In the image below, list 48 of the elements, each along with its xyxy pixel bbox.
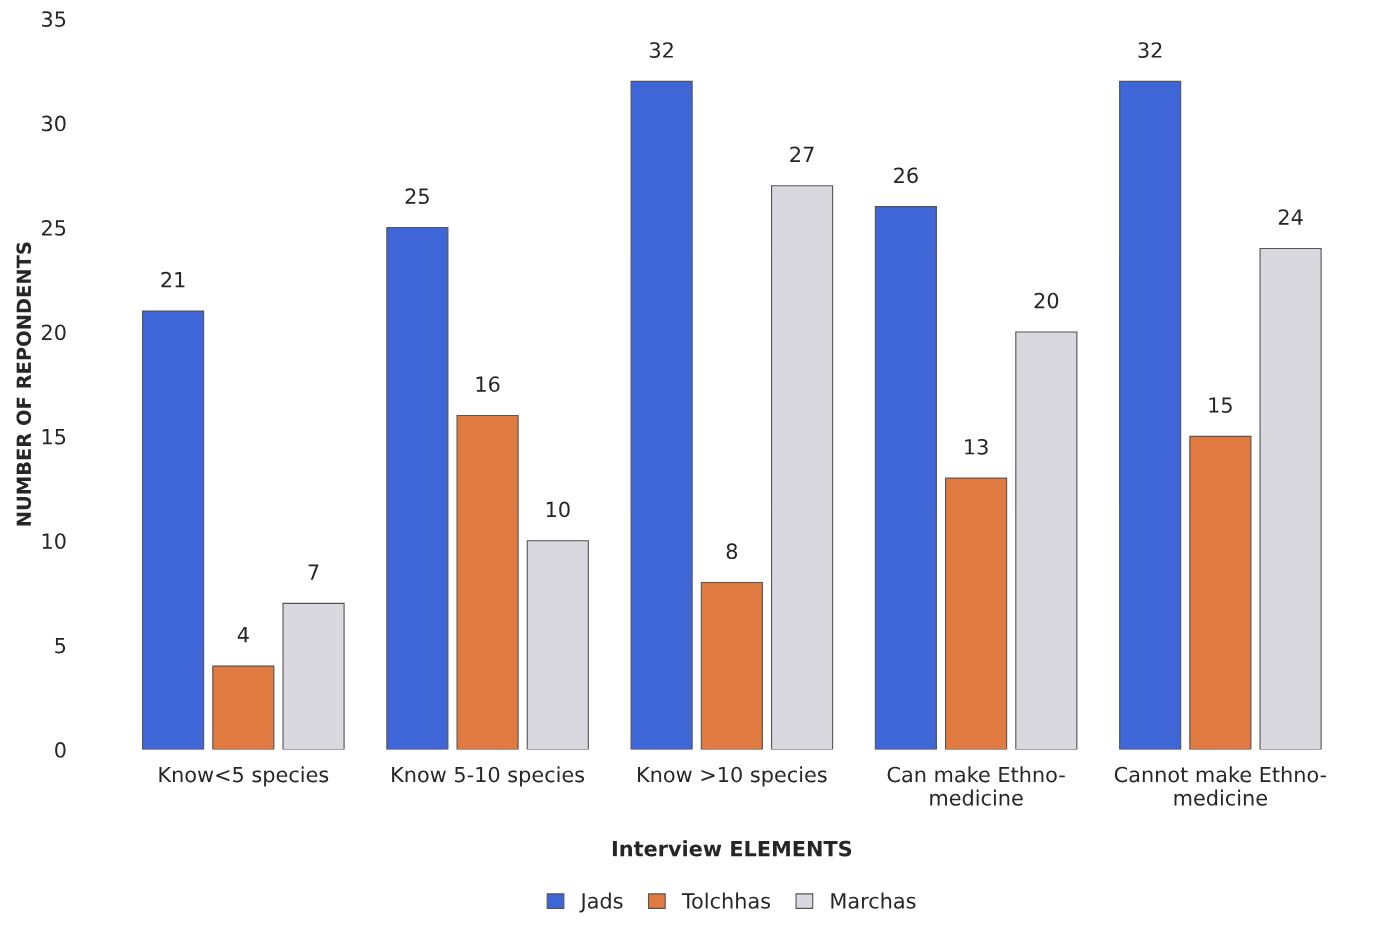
data-label: 20 <box>1034 292 1059 309</box>
y-tick-label: 5 <box>55 637 66 654</box>
bar <box>1259 247 1322 750</box>
bar <box>700 581 763 750</box>
bar <box>1015 331 1078 750</box>
x-tick-label: Know<5 species <box>159 766 329 787</box>
legend-label: Tolchhas <box>681 892 771 909</box>
x-tick-label: Can make Ethno- medicine <box>887 766 1065 806</box>
bar <box>630 80 693 750</box>
bar <box>526 540 589 750</box>
bar <box>282 602 345 750</box>
data-label: 15 <box>1209 397 1232 413</box>
bar <box>386 227 449 750</box>
bar <box>874 206 937 750</box>
data-label: 13 <box>965 438 988 455</box>
legend-label: Jads <box>579 892 623 913</box>
bar <box>770 185 834 750</box>
data-label: 32 <box>649 42 673 58</box>
y-tick-label: 0 <box>55 742 66 758</box>
data-label: 21 <box>161 271 185 288</box>
bar <box>142 310 205 750</box>
x-tick-label: Know >10 species <box>638 766 827 787</box>
y-tick-label: 30 <box>42 115 66 132</box>
data-label: 27 <box>790 146 814 163</box>
data-label: 26 <box>894 167 918 184</box>
data-label: 16 <box>476 376 500 393</box>
y-tick-label: 20 <box>41 324 66 341</box>
x-tick-label: Cannot make Ethno- medicine <box>1114 766 1327 806</box>
legend-label: Marchas <box>831 892 916 909</box>
data-label: 8 <box>726 543 738 560</box>
bar <box>945 477 1008 750</box>
bar <box>212 665 275 750</box>
data-label: 32 <box>1138 42 1162 58</box>
data-label: 25 <box>405 188 429 205</box>
x-axis-title: Interview ELEMENTS <box>612 840 852 857</box>
bar <box>1189 435 1252 750</box>
y-tick-label: 35 <box>42 11 66 27</box>
data-label: 24 <box>1278 209 1303 225</box>
data-label: 10 <box>546 501 570 518</box>
y-tick-label: 10 <box>42 533 66 549</box>
bar <box>456 414 519 750</box>
x-tick-label: Know 5-10 species <box>392 766 585 787</box>
y-tick-label: 25 <box>41 220 66 236</box>
data-label: 4 <box>237 627 249 643</box>
y-axis-title: NUMBER OF REPONDENTS <box>16 242 32 526</box>
y-tick-label: 15 <box>42 429 66 445</box>
data-label: 7 <box>308 564 319 580</box>
bar <box>1119 80 1182 750</box>
